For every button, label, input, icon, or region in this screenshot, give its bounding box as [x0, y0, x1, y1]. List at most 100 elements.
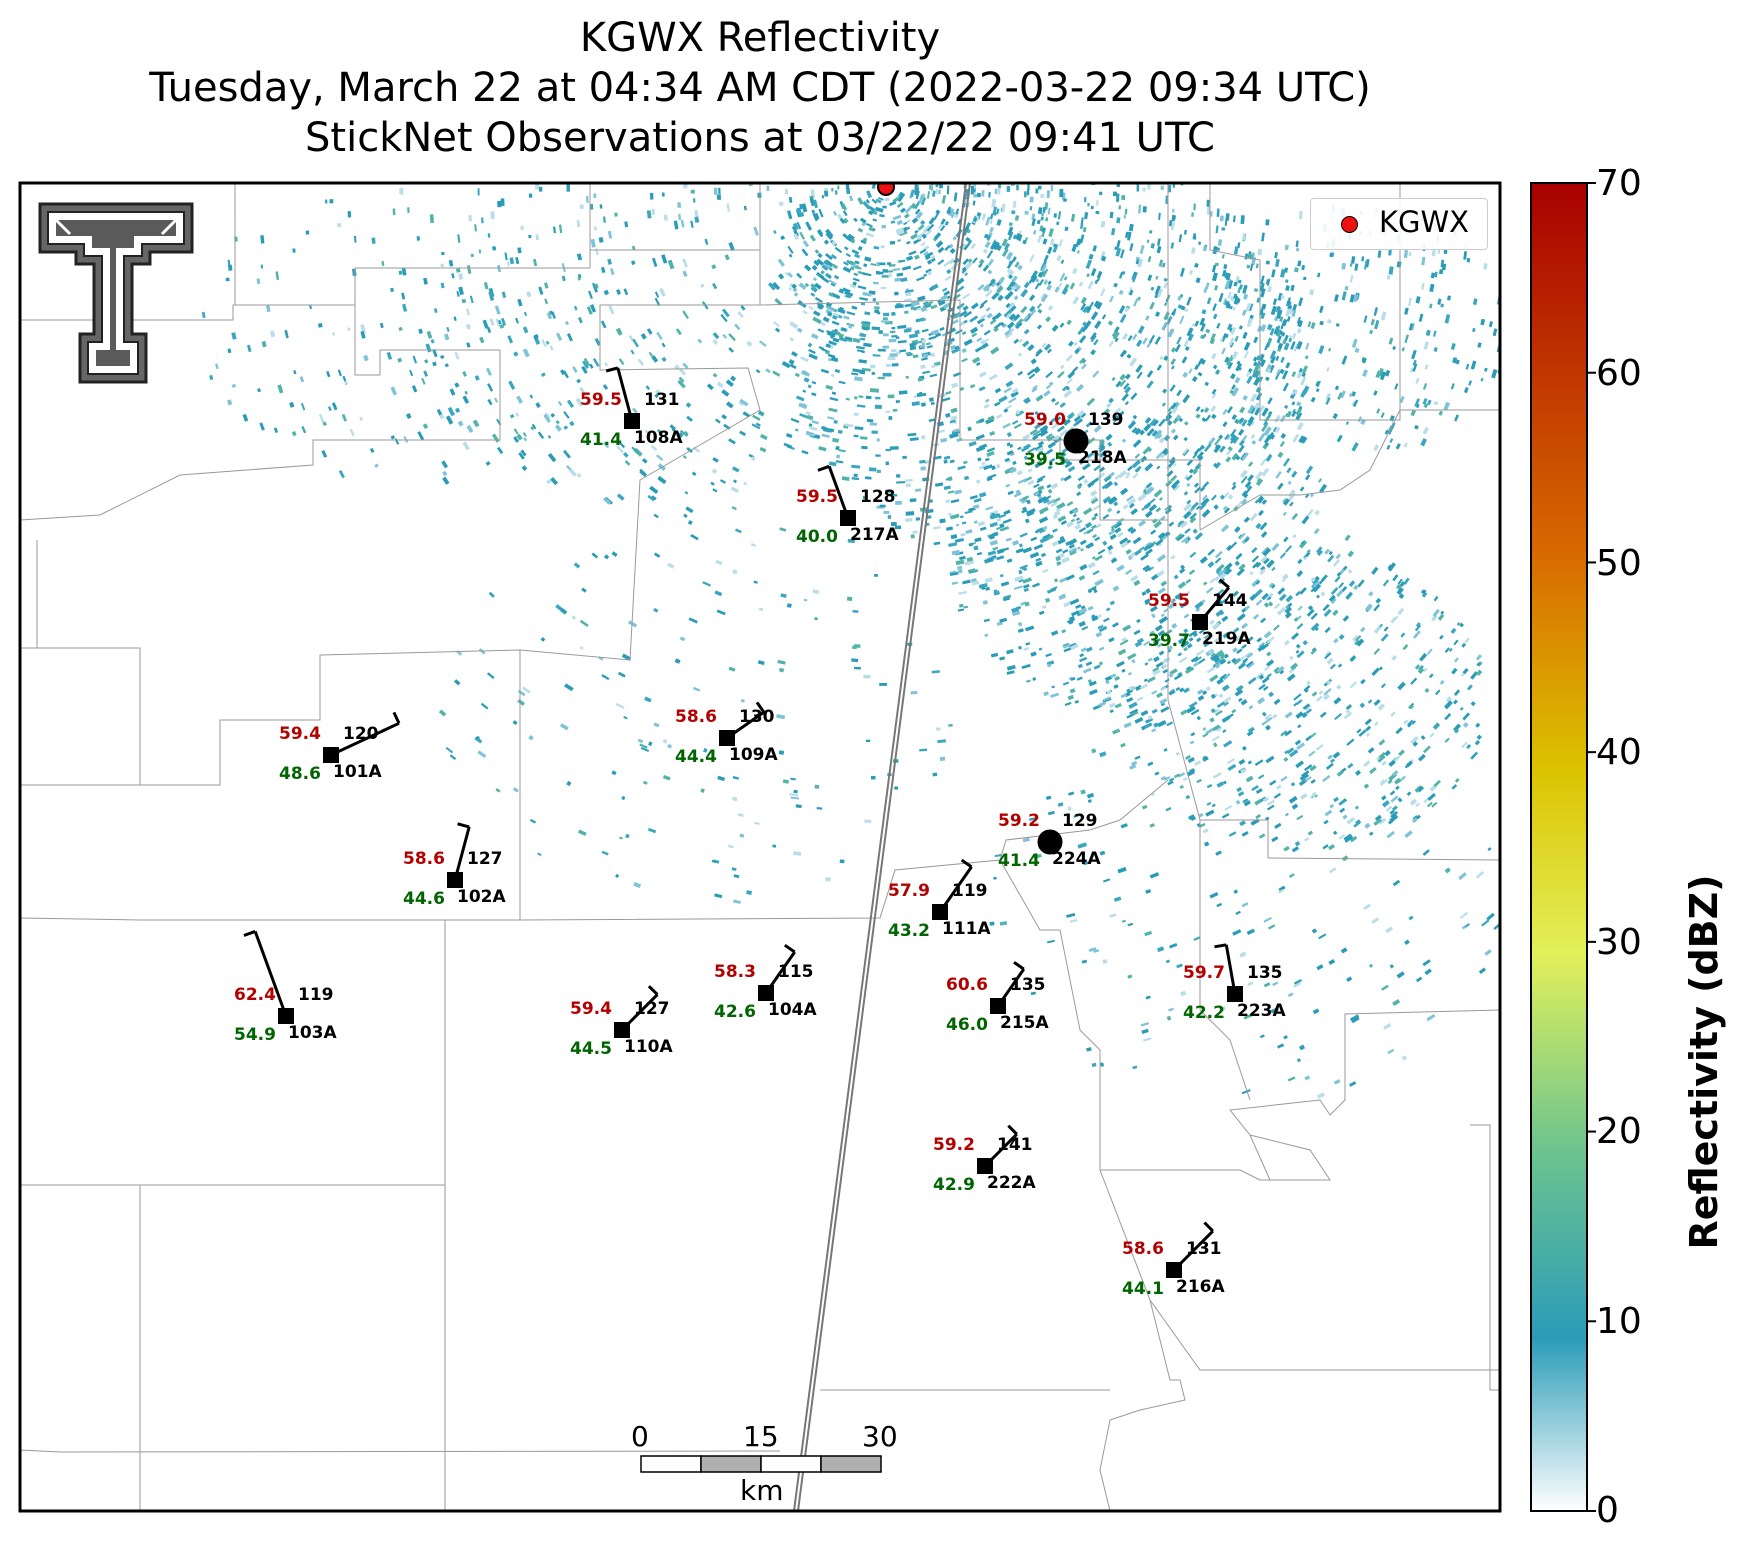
- echo-speck: [1151, 792, 1156, 796]
- station-dewpoint: 39.7: [1148, 631, 1190, 651]
- echo-speck: [682, 310, 689, 319]
- echo-speck: [746, 340, 753, 347]
- echo-speck: [859, 333, 867, 338]
- echo-speck: [1243, 1013, 1253, 1020]
- echo-speck: [728, 333, 736, 342]
- echo-speck: [969, 171, 972, 180]
- echo-speck: [786, 603, 792, 608]
- echo-speck: [1186, 482, 1191, 488]
- echo-speck: [1283, 1035, 1288, 1040]
- echo-speck: [854, 376, 863, 382]
- echo-speck: [1090, 496, 1097, 502]
- echo-speck: [453, 679, 461, 686]
- echo-speck: [1280, 775, 1288, 782]
- echo-speck: [1183, 491, 1189, 496]
- echo-speck: [1089, 332, 1097, 341]
- echo-speck: [1156, 642, 1164, 648]
- echo-speck: [996, 621, 1003, 626]
- echo-speck: [951, 581, 958, 585]
- echo-speck: [1138, 204, 1142, 214]
- echo-speck: [1113, 521, 1123, 529]
- echo-speck: [1275, 328, 1282, 338]
- echo-speck: [882, 269, 888, 273]
- station-temperature: 58.6: [675, 707, 717, 727]
- echo-speck: [1113, 481, 1119, 487]
- echo-speck: [1311, 928, 1318, 934]
- echo-speck: [1048, 228, 1054, 237]
- echo-speck: [1146, 428, 1155, 437]
- echo-speck: [533, 258, 538, 267]
- echo-speck: [964, 261, 973, 270]
- echo-speck: [1384, 429, 1389, 435]
- echo-speck: [621, 653, 632, 662]
- echo-speck: [1119, 313, 1127, 324]
- echo-speck: [1203, 407, 1210, 413]
- echo-speck: [981, 342, 989, 349]
- echo-speck: [847, 538, 855, 544]
- echo-speck: [1105, 402, 1112, 409]
- echo-speck: [1470, 360, 1477, 370]
- echo-speck: [1329, 252, 1334, 258]
- echo-speck: [1188, 468, 1194, 474]
- echo-speck: [1253, 336, 1259, 344]
- echo-speck: [690, 189, 695, 194]
- echo-speck: [1233, 281, 1238, 287]
- echo-speck: [1295, 247, 1300, 252]
- echo-speck: [1234, 376, 1241, 384]
- station-dewpoint: 44.5: [570, 1039, 612, 1059]
- echo-speck: [830, 253, 837, 260]
- echo-speck: [625, 161, 628, 166]
- echo-speck: [615, 327, 623, 336]
- echo-speck: [1387, 779, 1393, 785]
- echo-speck: [1459, 622, 1464, 628]
- echo-speck: [1170, 402, 1178, 410]
- echo-speck: [945, 412, 951, 418]
- echo-speck: [1161, 402, 1166, 407]
- echo-speck: [1285, 545, 1293, 553]
- echo-speck: [1378, 623, 1384, 628]
- echo-speck: [1233, 215, 1236, 223]
- echo-speck: [1324, 652, 1332, 660]
- echo-speck: [816, 258, 825, 266]
- echo-speck: [1297, 558, 1303, 565]
- echo-speck: [876, 438, 880, 442]
- echo-speck: [1307, 605, 1314, 611]
- echo-speck: [1194, 601, 1204, 610]
- echo-speck: [1154, 336, 1162, 345]
- echo-speck: [1277, 451, 1284, 459]
- echo-speck: [1315, 744, 1324, 751]
- echo-speck: [1291, 332, 1297, 339]
- echo-speck: [1196, 715, 1201, 721]
- echo-speck: [341, 413, 348, 422]
- echo-speck: [1390, 810, 1399, 819]
- echo-speck: [927, 176, 931, 183]
- echo-speck: [682, 258, 688, 268]
- echo-speck: [1241, 643, 1247, 650]
- echo-speck: [1222, 269, 1227, 277]
- echo-speck: [1243, 516, 1250, 523]
- echo-speck: [1178, 234, 1183, 243]
- echo-speck: [1182, 777, 1188, 782]
- echo-speck: [1365, 732, 1371, 737]
- echo-speck: [1235, 455, 1241, 461]
- echo-speck: [1255, 788, 1263, 794]
- echo-speck: [1006, 185, 1011, 192]
- echo-speck: [1110, 673, 1117, 679]
- echo-speck: [1008, 222, 1013, 227]
- echo-speck: [1212, 742, 1218, 748]
- echo-speck: [1310, 396, 1316, 403]
- echo-speck: [1219, 215, 1224, 222]
- echo-speck: [1296, 742, 1306, 750]
- echo-speck: [1038, 610, 1045, 616]
- echo-speck: [1020, 305, 1028, 314]
- echo-speck: [1209, 674, 1219, 683]
- echo-speck: [1186, 327, 1194, 337]
- echo-speck: [739, 398, 749, 407]
- echo-speck: [871, 372, 876, 375]
- echo-speck: [1242, 331, 1248, 339]
- echo-speck: [1091, 556, 1096, 560]
- echo-speck: [865, 232, 874, 238]
- echo-speck: [1296, 814, 1304, 821]
- echo-speck: [1223, 263, 1228, 270]
- echo-speck: [1103, 617, 1110, 623]
